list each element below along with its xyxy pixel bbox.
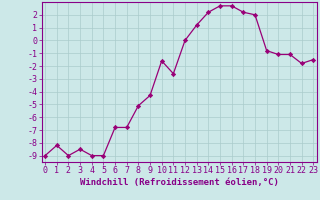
X-axis label: Windchill (Refroidissement éolien,°C): Windchill (Refroidissement éolien,°C) xyxy=(80,178,279,187)
